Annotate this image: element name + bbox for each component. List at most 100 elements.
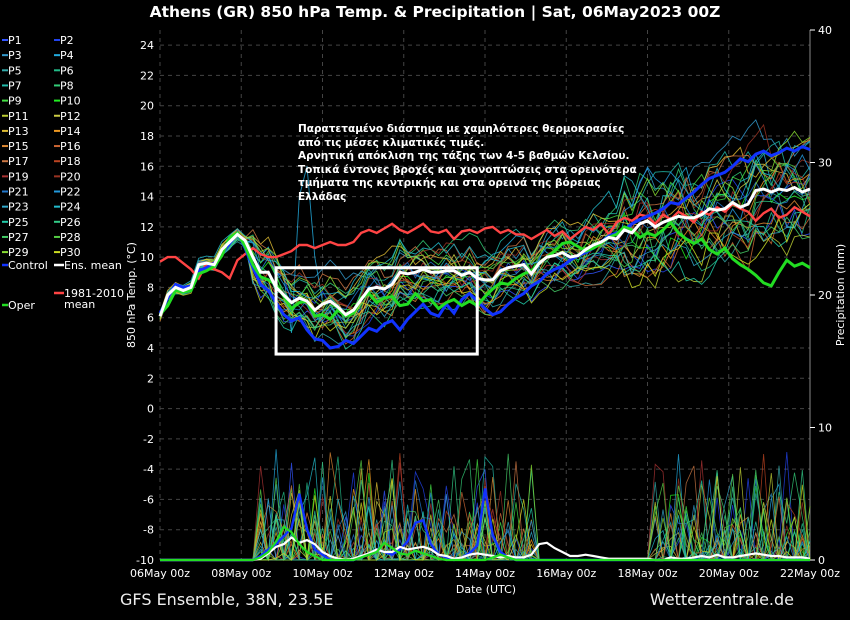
site-credit: Wetterzentrale.de <box>649 590 794 609</box>
annotation-line: Παρατεταμένο διάστημα με χαμηλότερες θερ… <box>298 123 625 135</box>
highlight-rectangle <box>274 266 479 356</box>
annotation-line: από τις μέσες κλιματικές τιμές. <box>298 136 485 149</box>
y-tick-label: 24 <box>140 39 154 52</box>
member-line <box>159 137 811 316</box>
legend-label: P20 <box>60 170 81 183</box>
y-tick-label: -2 <box>143 433 154 446</box>
legend-label: mean <box>64 298 95 311</box>
legend-label: 1981-2010 <box>64 287 124 300</box>
y2-tick-label: 0 <box>818 554 825 567</box>
legend-label: P17 <box>8 155 29 168</box>
legend-label: P30 <box>60 246 81 259</box>
x-tick-label: 10May 00z <box>292 567 352 580</box>
y2-tick-label: 40 <box>818 24 832 37</box>
x-tick-label: 16May 00z <box>536 567 596 580</box>
x-tick-label: 18May 00z <box>617 567 677 580</box>
legend-label: P23 <box>8 201 29 214</box>
y2-tick-label: 30 <box>818 157 832 170</box>
y-tick-label: 4 <box>147 342 154 355</box>
y2-tick-label: 10 <box>818 422 832 435</box>
annotation-line: Αρνητική απόκλιση της τάξης των 4-5 βαθμ… <box>298 150 630 163</box>
x-tick-label: 22May 00z <box>780 567 840 580</box>
legend-label: Control <box>8 259 48 272</box>
annotation-text: Παρατεταμένο διάστημα με χαμηλότερες θερ… <box>298 123 637 205</box>
y-tick-label: -6 <box>143 493 154 506</box>
y-tick-label: 0 <box>147 403 154 416</box>
legend-label: P25 <box>8 216 29 229</box>
series-line-ens-mean <box>158 185 811 317</box>
y2-tick-label: 20 <box>818 289 832 302</box>
member-line <box>159 171 811 334</box>
x-tick-label: 08May 00z <box>211 567 271 580</box>
legend-label: P5 <box>8 64 22 77</box>
legend-label: P2 <box>60 34 74 47</box>
legend-label: P11 <box>8 110 29 123</box>
y-tick-label: 22 <box>140 69 154 82</box>
y-tick-label: 14 <box>140 191 154 204</box>
y-tick-label: 20 <box>140 100 154 113</box>
main-series <box>158 144 811 350</box>
member-line <box>159 208 811 350</box>
x-tick-label: 12May 00z <box>374 567 434 580</box>
legend-label: P3 <box>8 49 22 62</box>
member-line <box>159 140 811 316</box>
y-tick-label: 2 <box>147 372 154 385</box>
model-info: GFS Ensemble, 38N, 23.5E <box>120 590 334 609</box>
y-tick-label: 8 <box>147 281 154 294</box>
legend-label: P21 <box>8 186 29 199</box>
series-line-1981-2010-mean <box>159 202 811 281</box>
x-axis-label: Date (UTC) <box>456 583 516 596</box>
legend-label: P22 <box>60 186 81 199</box>
y2-axis-ticks: 0 10 20 30 40 <box>810 24 832 567</box>
legend: P1 P2 P3 P4 P5 P6 P7 P8 P9 P10 P11 P12 P13 P14 P15 P16 P… <box>2 34 124 312</box>
y-tick-label: 18 <box>140 130 154 143</box>
legend-label: P24 <box>60 201 81 214</box>
legend-label: P14 <box>60 125 81 138</box>
legend-label: P9 <box>8 95 22 108</box>
legend-label: P15 <box>8 140 29 153</box>
series-line-control <box>158 144 811 350</box>
legend-label: P26 <box>60 216 81 229</box>
legend-label: P13 <box>8 125 29 138</box>
legend-label: P7 <box>8 79 22 92</box>
annotation-line: Τοπικά έντονες βροχές και χιονοπτώσεις σ… <box>298 163 637 176</box>
legend-label: P28 <box>60 231 81 244</box>
y-tick-label: -8 <box>143 524 154 537</box>
legend-label: P10 <box>60 95 81 108</box>
member-line <box>159 162 811 317</box>
series-line-oper <box>158 220 811 322</box>
x-axis-ticks: 06May 00z 08May 00z 10May 00z 12May 00z 14Ma… <box>130 567 840 580</box>
y-tick-label: 6 <box>147 312 154 325</box>
member-line <box>159 123 811 314</box>
legend-label: P18 <box>60 155 81 168</box>
highlight-box <box>274 266 479 356</box>
legend-label: P8 <box>60 79 74 92</box>
annotation-line: τμήματα της κεντρικής και στα ορεινά της… <box>298 177 601 190</box>
legend-label: Ens. mean <box>64 259 122 272</box>
legend-label: P16 <box>60 140 81 153</box>
y-tick-label: -10 <box>136 554 154 567</box>
y2-axis-label: Precipitation (mm) <box>834 244 847 346</box>
y-tick-label: -4 <box>143 463 154 476</box>
x-tick-label: 14May 00z <box>455 567 515 580</box>
y-tick-label: 16 <box>140 160 154 173</box>
legend-label: P6 <box>60 64 74 77</box>
legend-label: P12 <box>60 110 81 123</box>
member-line <box>159 215 811 329</box>
legend-label: P1 <box>8 34 22 47</box>
legend-label: Oper <box>8 299 35 312</box>
legend-label: P29 <box>8 246 29 259</box>
x-tick-label: 20May 00z <box>699 567 759 580</box>
legend-label: P27 <box>8 231 29 244</box>
legend-label: P19 <box>8 170 29 183</box>
y-tick-label: 10 <box>140 251 154 264</box>
precipitation-lines <box>160 449 811 562</box>
y-axis-label: 850 hPa Temp. (°C) <box>125 242 138 348</box>
precip-line-ens-mean <box>160 536 811 562</box>
chart-title: Athens (GR) 850 hPa Temp. & Precipitatio… <box>150 3 721 22</box>
legend-label: P4 <box>60 49 74 62</box>
x-tick-label: 06May 00z <box>130 567 190 580</box>
precip-line-oper <box>160 525 810 562</box>
